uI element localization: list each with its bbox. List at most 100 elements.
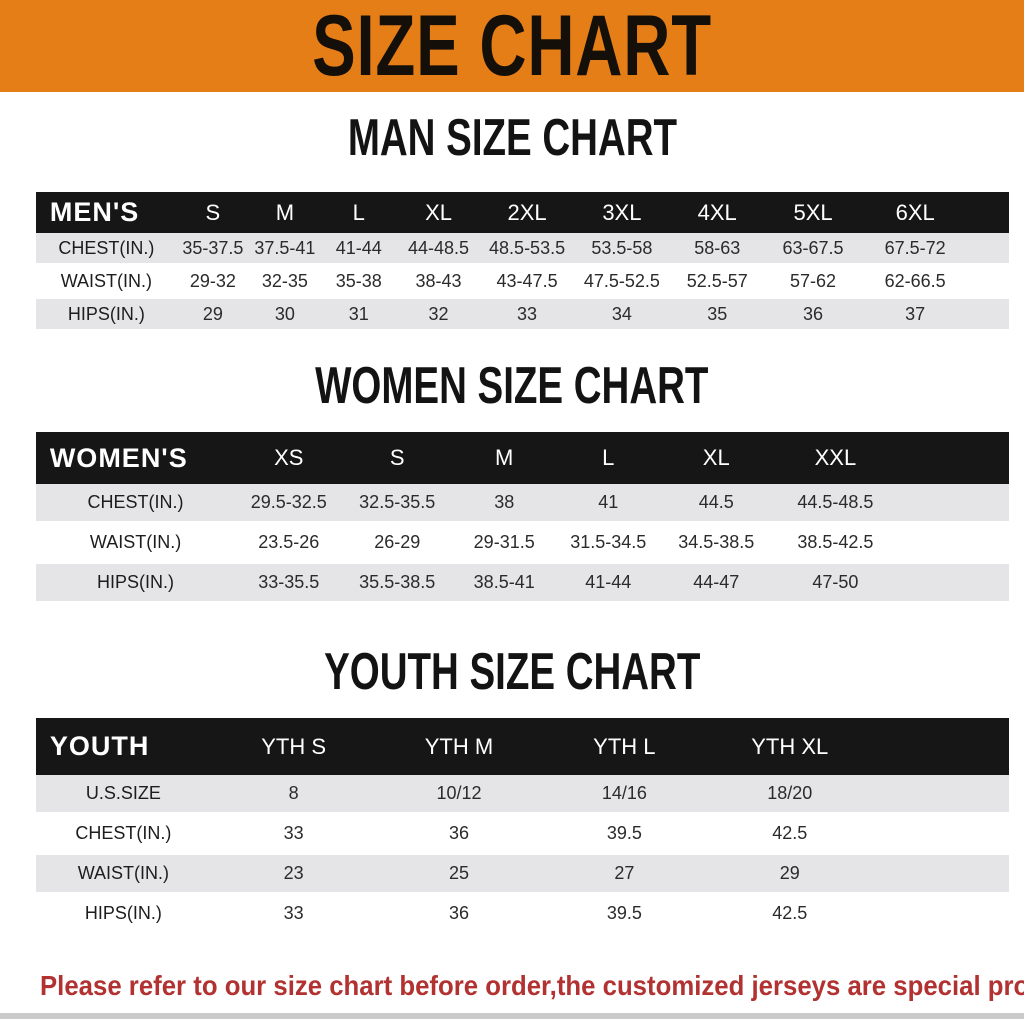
spacer-cell <box>899 484 1009 523</box>
size-column-header: YTH L <box>593 733 656 759</box>
size-value-cell: 29-32 <box>189 270 236 291</box>
size-value-cell: 26-29 <box>374 532 421 552</box>
size-value-cell: 63-67.5 <box>782 237 844 258</box>
size-value-cell: 44-47 <box>693 572 740 592</box>
size-value-cell: 32.5-35.5 <box>359 492 436 512</box>
size-value-cell: 43-47.5 <box>496 270 558 291</box>
size-value-cell: 10/12 <box>436 783 482 803</box>
size-value-cell: 62-66.5 <box>884 270 946 291</box>
size-value-cell: 41-44 <box>335 237 382 258</box>
size-column-header: L <box>352 199 365 225</box>
size-column-header: S <box>205 199 221 225</box>
table-row: WAIST(IN.) 23.5-26 26-29 29-31.5 31.5-34.5 34… <box>35 522 1009 563</box>
size-value-cell: 38 <box>494 492 515 512</box>
spacer-cell <box>899 563 1009 603</box>
spacer-cell <box>872 814 1008 854</box>
size-column-header: 3XL <box>602 199 642 225</box>
row-label-cell: HIPS(IN.) <box>84 903 162 923</box>
size-value-cell: 36 <box>803 303 824 324</box>
size-value-cell: 57-62 <box>790 270 837 291</box>
row-label-cell: CHEST(IN.) <box>58 237 155 258</box>
women-section-heading-text: WOMEN SIZE CHART <box>315 357 709 415</box>
size-value-cell: 41 <box>598 492 619 512</box>
bottom-strip <box>0 1013 1024 1019</box>
row-label-cell: HIPS(IN.) <box>97 572 175 592</box>
spacer-cell <box>969 192 1009 233</box>
size-value-cell: 42.5 <box>772 903 808 923</box>
size-value-cell: 33 <box>283 823 304 843</box>
row-label-cell: CHEST(IN.) <box>87 492 184 512</box>
table-header-row: MEN'S S M L XL 2XL 3XL 4XL 5XL 6XL <box>35 192 1009 233</box>
size-column-header: XXL <box>814 445 857 470</box>
spacer-cell <box>969 298 1009 331</box>
size-column-header: 5XL <box>793 199 833 225</box>
size-value-cell: 44.5-48.5 <box>797 492 874 512</box>
size-column-header: YTH XL <box>751 733 829 759</box>
size-value-cell: 33 <box>283 903 304 923</box>
table-row: HIPS(IN.) 33 36 39.5 42.5 <box>35 893 1009 934</box>
men-section: MAN SIZE CHART MEN'S S M L XL 2XL 3XL 4XL 5XL 6XL… <box>0 110 1024 332</box>
size-column-header: M <box>275 199 295 225</box>
banner-title: SIZE CHART <box>312 0 712 92</box>
size-value-cell: 35-38 <box>335 270 382 291</box>
table-title-cell: MEN'S <box>49 197 140 227</box>
size-value-cell: 31.5-34.5 <box>570 532 647 552</box>
size-value-cell: 31 <box>348 303 369 324</box>
youth-section-heading: YOUTH SIZE CHART <box>0 644 1024 700</box>
size-column-header: YTH M <box>424 733 494 759</box>
disclaimer: Please refer to our size chart before or… <box>0 961 1024 1019</box>
size-value-cell: 67.5-72 <box>884 237 946 258</box>
spacer-cell <box>969 265 1009 298</box>
size-value-cell: 29 <box>202 303 223 324</box>
size-value-cell: 33-35.5 <box>258 572 320 592</box>
size-value-cell: 36 <box>448 903 469 923</box>
size-value-cell: 18/20 <box>767 783 813 803</box>
table-row: WAIST(IN.) 23 25 27 29 <box>35 853 1009 894</box>
size-value-cell: 44-48.5 <box>408 237 470 258</box>
men-section-heading: MAN SIZE CHART <box>0 110 1024 166</box>
table-row: HIPS(IN.) 29 30 31 32 33 34 35 36 37 <box>35 297 1009 331</box>
men-section-heading-text: MAN SIZE CHART <box>347 109 677 167</box>
table-title-cell: WOMEN'S <box>49 442 188 473</box>
size-value-cell: 39.5 <box>606 823 642 843</box>
size-value-cell: 34 <box>611 303 632 324</box>
spacer-cell <box>969 233 1009 265</box>
row-label-cell: HIPS(IN.) <box>67 303 145 324</box>
size-value-cell: 38-43 <box>415 270 462 291</box>
size-column-header: XS <box>274 445 304 470</box>
size-value-cell: 42.5 <box>772 823 808 843</box>
size-value-cell: 52.5-57 <box>686 270 748 291</box>
men-size-table: MEN'S S M L XL 2XL 3XL 4XL 5XL 6XL CHEST(IN.) 35-37… <box>35 192 1009 332</box>
youth-size-table: YOUTH YTH S YTH M YTH L YTH XL U.S.SIZE 8 10/12… <box>35 718 1009 935</box>
size-column-header: L <box>602 445 615 470</box>
table-row: CHEST(IN.) 35-37.5 37.5-41 41-44 44-48.5 48.5… <box>35 233 1009 265</box>
size-value-cell: 29-31.5 <box>473 532 535 552</box>
banner: SIZE CHART <box>0 0 1024 92</box>
table-row: WAIST(IN.) 29-32 32-35 35-38 38-43 43-47.5 47.… <box>35 264 1009 298</box>
table-header-row: YOUTH YTH S YTH M YTH L YTH XL <box>35 718 1009 775</box>
size-value-cell: 32-35 <box>261 270 308 291</box>
table-row: HIPS(IN.) 33-35.5 35.5-38.5 38.5-41 41-44 44-… <box>35 562 1009 603</box>
spacer-cell <box>872 718 1008 775</box>
size-value-cell: 36 <box>448 823 469 843</box>
spacer-cell <box>899 523 1009 563</box>
size-value-cell: 33 <box>517 303 538 324</box>
size-column-header: 4XL <box>697 199 737 225</box>
size-value-cell: 29.5-32.5 <box>250 492 327 512</box>
size-value-cell: 23 <box>283 863 304 883</box>
size-value-cell: 48.5-53.5 <box>489 237 566 258</box>
size-column-header: 2XL <box>507 199 547 225</box>
size-value-cell: 39.5 <box>606 903 642 923</box>
size-column-header: M <box>495 445 514 470</box>
size-value-cell: 27 <box>614 863 635 883</box>
size-value-cell: 8 <box>288 783 299 803</box>
size-value-cell: 44.5 <box>698 492 734 512</box>
row-label-cell: U.S.SIZE <box>85 783 161 803</box>
size-value-cell: 14/16 <box>601 783 647 803</box>
size-column-header: XL <box>702 445 730 470</box>
size-value-cell: 37.5-41 <box>254 237 316 258</box>
disclaimer-line-1: Please refer to our size chart before or… <box>40 970 1024 1001</box>
size-value-cell: 29 <box>779 863 800 883</box>
spacer-cell <box>872 854 1008 894</box>
